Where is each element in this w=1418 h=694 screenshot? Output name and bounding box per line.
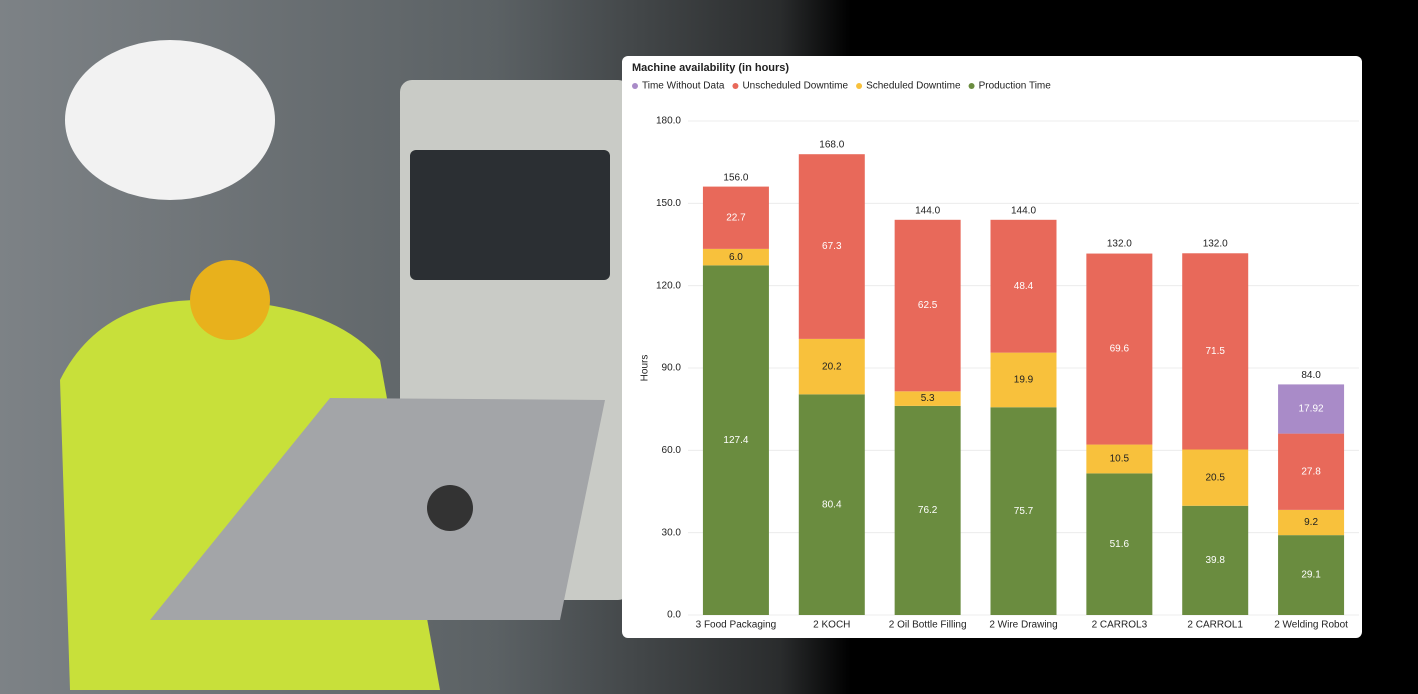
legend-dot — [968, 83, 975, 89]
y-tick-label: 180.0 — [656, 116, 681, 127]
x-tick-label: 2 CARROL3 — [1092, 620, 1148, 631]
bar-value-label: 6.0 — [729, 252, 743, 263]
bar-segment — [1086, 473, 1153, 615]
total-label: 168.0 — [819, 140, 844, 151]
bar-value-label: 51.6 — [1110, 539, 1130, 550]
bar-segment — [798, 394, 865, 615]
laptop-logo — [427, 485, 473, 531]
x-tick-label: 2 CARROL1 — [1187, 620, 1243, 631]
bar-value-label: 29.1 — [1301, 570, 1321, 581]
y-axis-label: Hours — [640, 355, 651, 382]
y-tick-label: 30.0 — [662, 527, 682, 538]
total-label: 156.0 — [723, 173, 748, 184]
total-label: 132.0 — [1203, 238, 1228, 249]
bar-value-label: 62.5 — [918, 300, 938, 311]
bar-value-label: 5.3 — [921, 393, 935, 404]
laptop — [150, 398, 605, 620]
total-label: 144.0 — [915, 205, 940, 216]
bar-value-label: 69.6 — [1110, 344, 1130, 355]
bar-segment — [798, 338, 865, 395]
hard-hat — [65, 40, 275, 200]
bar-segment — [1278, 433, 1345, 510]
y-tick-label: 0.0 — [667, 610, 681, 621]
bar-segment — [894, 219, 961, 392]
bar-value-label: 10.5 — [1110, 454, 1130, 465]
legend-label: Production Time — [979, 81, 1052, 92]
bar-segment — [894, 405, 961, 615]
bar-segment — [990, 407, 1057, 615]
bar-value-label: 9.2 — [1304, 517, 1318, 528]
y-tick-label: 120.0 — [656, 280, 681, 291]
bar-value-label: 80.4 — [822, 499, 842, 510]
bar-segment — [1278, 535, 1345, 615]
bar-segment — [798, 154, 865, 339]
bar-segment — [1278, 509, 1345, 536]
legend-dot — [856, 83, 863, 89]
legend-label: Time Without Data — [642, 81, 725, 92]
y-tick-label: 60.0 — [662, 445, 682, 456]
bar-value-label: 76.2 — [918, 505, 938, 516]
bar-value-label: 22.7 — [726, 212, 746, 223]
x-tick-label: 2 Welding Robot — [1274, 620, 1348, 631]
bar-value-label: 19.9 — [1014, 375, 1034, 386]
bar-segment — [1086, 444, 1153, 474]
bar-value-label: 71.5 — [1205, 346, 1225, 357]
x-tick-label: 2 Wire Drawing — [989, 620, 1057, 631]
bar-value-label: 20.2 — [822, 361, 842, 372]
legend-dot — [632, 83, 638, 89]
bar-value-label: 75.7 — [1014, 506, 1034, 517]
total-label: 84.0 — [1301, 370, 1321, 381]
bar-value-label: 127.4 — [723, 435, 748, 446]
legend-label: Scheduled Downtime — [866, 81, 961, 92]
bar-segment — [894, 391, 961, 406]
bar-value-label: 48.4 — [1014, 281, 1034, 292]
machine-screen — [410, 150, 610, 280]
bar-segment — [1182, 253, 1249, 450]
ear-muff — [190, 260, 270, 340]
bar-segment — [702, 265, 769, 615]
bar-value-label: 39.8 — [1205, 555, 1225, 566]
bar-value-label: 67.3 — [822, 241, 842, 252]
bar-segment — [1086, 253, 1153, 445]
bar-value-label: 17.92 — [1299, 404, 1324, 415]
bar-segment — [702, 248, 769, 266]
chart-title: Machine availability (in hours) — [632, 62, 789, 74]
x-tick-label: 3 Food Packaging — [696, 620, 777, 631]
legend-label: Unscheduled Downtime — [742, 81, 848, 92]
x-tick-label: 2 KOCH — [813, 620, 850, 631]
bar-segment — [990, 352, 1057, 408]
legend-dot — [732, 83, 739, 89]
bar-segment — [702, 186, 769, 249]
bar-value-label: 20.5 — [1205, 472, 1225, 483]
bar-value-label: 27.8 — [1301, 466, 1321, 477]
total-label: 132.0 — [1107, 238, 1132, 249]
bar-segment — [1182, 449, 1249, 506]
x-tick-label: 2 Oil Bottle Filling — [889, 620, 967, 631]
y-tick-label: 90.0 — [662, 363, 682, 374]
y-tick-label: 150.0 — [656, 198, 681, 209]
bar-segment — [1182, 505, 1249, 615]
bar-segment — [990, 219, 1057, 353]
bar-segment — [1278, 384, 1345, 434]
total-label: 144.0 — [1011, 205, 1036, 216]
